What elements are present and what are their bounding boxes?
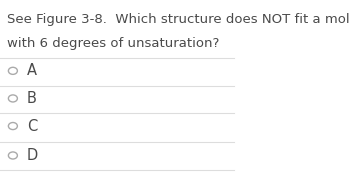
Text: C: C [27,118,37,134]
Text: See Figure 3-8.  Which structure does NOT fit a molecule: See Figure 3-8. Which structure does NOT… [7,13,350,26]
Text: with 6 degrees of unsaturation?: with 6 degrees of unsaturation? [7,37,219,50]
Text: B: B [27,91,37,106]
Text: D: D [27,148,38,163]
Text: A: A [27,63,37,78]
